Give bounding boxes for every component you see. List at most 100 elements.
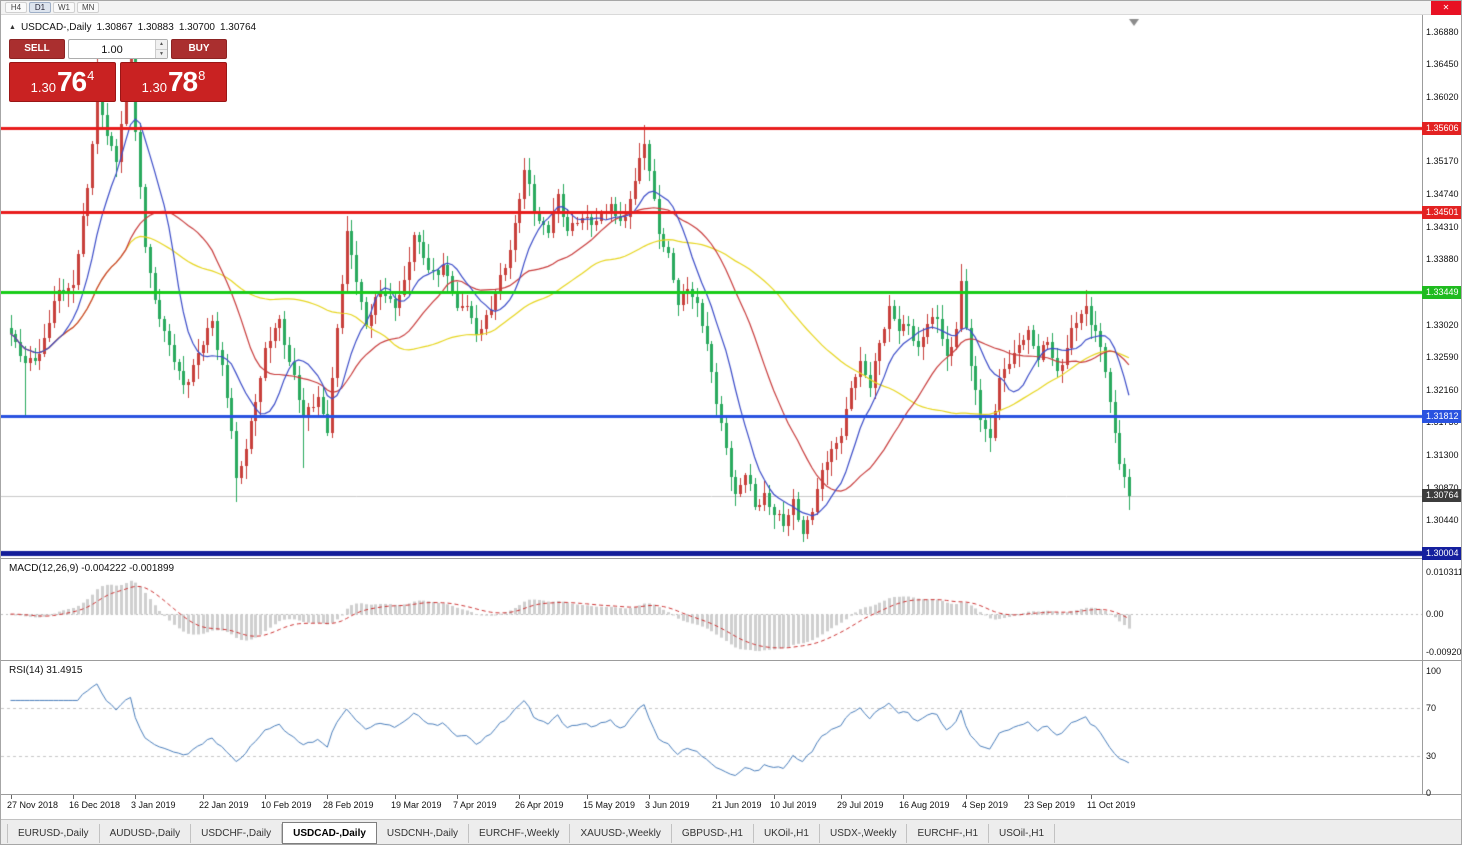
tab-usdcad-daily[interactable]: USDCAD-,Daily [282,822,377,844]
panel-splitter[interactable] [1,660,1461,661]
price-badge-1.31812: 1.31812 [1422,410,1461,423]
ohlc-low: 1.30700 [178,22,215,33]
date-axis-label: 28 Feb 2019 [323,800,374,810]
price-axis-label: 1.36020 [1426,92,1459,102]
date-axis-label: 16 Dec 2018 [69,800,121,810]
sell-price-button[interactable]: 1.30 76 4 [9,62,116,102]
price-axis-label: 1.36450 [1426,59,1459,69]
price-axis-label: 1.34310 [1426,222,1459,232]
volume-spinner: ▲ ▼ [155,40,167,58]
date-axis-tick [966,795,967,799]
rsi-indicator-label: RSI(14) 31.4915 [9,665,83,676]
volume-decrease-button[interactable]: ▼ [156,48,167,58]
tab-xauusd-weekly[interactable]: XAUUSD-,Weekly [570,823,672,843]
price-badge-1.30004: 1.30004 [1422,547,1461,560]
price-axis-label: 1.31300 [1426,450,1459,460]
buy-button[interactable]: BUY [171,39,227,59]
macd-axis-label: 0.010311 [1426,567,1462,577]
date-axis-tick [457,795,458,799]
tab-ukoil-h1[interactable]: UKOil-,H1 [754,823,820,843]
price-axis-label: 1.36880 [1426,27,1459,37]
price-axis-label: 1.32160 [1426,385,1459,395]
volume-input[interactable] [69,41,167,59]
date-axis-tick [841,795,842,799]
date-axis-tick [395,795,396,799]
date-axis-tick [327,795,328,799]
timeframe-button-h4[interactable]: H4 [5,2,27,13]
date-axis-label: 4 Sep 2019 [962,800,1009,810]
buy-price-button[interactable]: 1.30 78 8 [120,62,227,102]
price-axis-border [1422,15,1423,795]
price-badge-1.30764: 1.30764 [1422,489,1461,502]
macd-axis-label: -0.009203 [1426,647,1462,657]
panel-splitter[interactable] [1,558,1461,559]
tab-eurchf-weekly[interactable]: EURCHF-,Weekly [469,823,571,843]
sell-price-point: 4 [87,68,95,83]
date-axis-label: 27 Nov 2018 [7,800,59,810]
tab-usdchf-daily[interactable]: USDCHF-,Daily [191,823,283,843]
date-axis-tick [73,795,74,799]
date-axis-label: 22 Jan 2019 [199,800,249,810]
one-click-collapse-icon[interactable]: ▲ [9,24,16,31]
rsi-axis-label: 0 [1426,788,1432,798]
spinner-down-icon: ▼ [159,50,164,57]
date-axis-label: 10 Jul 2019 [770,800,817,810]
date-axis-border [1,794,1461,795]
date-axis-label: 23 Sep 2019 [1024,800,1076,810]
date-axis-tick [11,795,12,799]
tab-eurusd-daily[interactable]: EURUSD-,Daily [7,823,100,843]
ohlc-open: 1.30867 [96,22,133,33]
date-axis-tick [519,795,520,799]
sell-price-prefix: 1.30 [30,80,56,95]
chart-symbol-period: USDCAD-,Daily [20,22,92,33]
rsi-panel-canvas[interactable] [1,661,1422,795]
price-axis-label: 1.30440 [1426,515,1459,525]
tab-usoil-h1[interactable]: USOil-,H1 [989,823,1056,843]
date-axis-label: 29 Jul 2019 [837,800,884,810]
date-axis-label: 15 May 2019 [583,800,636,810]
macd-indicator-label: MACD(12,26,9) -0.004222 -0.001899 [9,563,175,574]
timeframe-button-d1[interactable]: D1 [29,2,51,13]
sell-button[interactable]: SELL [9,39,65,59]
price-axis-label: 1.32590 [1426,352,1459,362]
date-axis-tick [649,795,650,799]
price-axis-label: 1.34740 [1426,189,1459,199]
buy-price-prefix: 1.30 [141,80,167,95]
timeframe-button-w1[interactable]: W1 [53,2,75,13]
tab-usdcnh-daily[interactable]: USDCNH-,Daily [377,823,470,843]
rsi-axis-label: 30 [1426,751,1437,761]
price-axis-label: 1.35170 [1426,156,1459,166]
timeframe-toolbar: H4 D1 W1 MN [5,2,100,13]
date-axis-label: 16 Aug 2019 [899,800,950,810]
buy-price-point: 8 [198,68,206,83]
one-click-trading-panel: SELL ▲ ▼ BUY 1.30 76 4 1.30 78 8 [9,39,227,102]
macd-panel-canvas[interactable] [1,559,1422,661]
price-chart-canvas[interactable] [1,15,1422,559]
tab-audusd-daily[interactable]: AUDUSD-,Daily [100,823,192,843]
tab-eurchf-h1[interactable]: EURCHF-,H1 [907,823,990,843]
ohlc-high: 1.30883 [137,22,174,33]
price-badge-1.33449: 1.33449 [1422,286,1461,299]
buy-price-pips: 78 [167,66,198,97]
date-axis-tick [135,795,136,799]
date-axis-label: 7 Apr 2019 [453,800,497,810]
price-axis-label: 1.33020 [1426,320,1459,330]
sell-price-pips: 76 [56,66,87,97]
date-axis-label: 19 Mar 2019 [391,800,442,810]
spinner-up-icon: ▲ [159,41,164,47]
tab-gbpusd-h1[interactable]: GBPUSD-,H1 [672,823,754,843]
rsi-axis-label: 70 [1426,703,1437,713]
date-axis-tick [1091,795,1092,799]
rsi-axis-label: 100 [1426,666,1442,676]
chart-title: ▲ USDCAD-,Daily 1.30867 1.30883 1.30700 … [9,22,256,33]
window-close-button[interactable]: ✕ [1431,1,1461,15]
volume-field: ▲ ▼ [68,39,168,59]
date-axis-label: 3 Jun 2019 [645,800,690,810]
tab-usdx-weekly[interactable]: USDX-,Weekly [820,823,908,843]
date-axis-tick [265,795,266,799]
timeframe-button-mn[interactable]: MN [77,2,100,13]
ohlc-close: 1.30764 [219,22,257,33]
price-badge-1.35606: 1.35606 [1422,122,1461,135]
volume-increase-button[interactable]: ▲ [156,40,167,49]
